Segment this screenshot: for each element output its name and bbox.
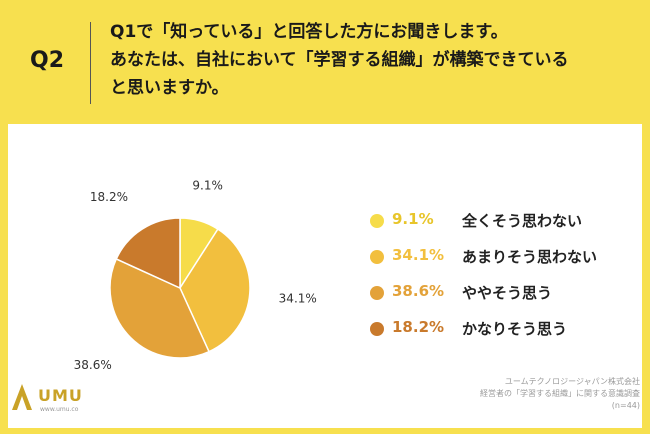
- legend-dot: [370, 250, 384, 264]
- slice-data-label: 34.1%: [279, 292, 317, 306]
- legend-percent: 9.1%: [392, 210, 434, 228]
- logo-mark-icon: [12, 384, 32, 410]
- legend-label: 全くそう思わない: [462, 212, 583, 230]
- source-note: ユームテクノロジージャパン株式会社 経営者の「学習する組織」に関する意識調査 (…: [380, 376, 640, 412]
- question-text: Q1で「知っている」と回答した方にお聞きします。 あなたは、自社において「学習す…: [110, 18, 640, 102]
- question-line-3: と思いますか。: [110, 78, 229, 98]
- legend-percent: 34.1%: [392, 246, 445, 264]
- question-number: Q2: [30, 48, 65, 73]
- legend: 9.1% 全くそう思わない 34.1% あまりそう思わない 38.6% ややそう…: [370, 208, 630, 352]
- legend-dot: [370, 286, 384, 300]
- header-divider: [90, 22, 91, 104]
- legend-percent: 38.6%: [392, 282, 445, 300]
- umu-logo: UMU www.umu.co: [8, 380, 88, 420]
- slice-data-label: 18.2%: [90, 190, 128, 204]
- question-line-1: Q1で「知っている」と回答した方にお聞きします。: [110, 22, 508, 42]
- slice-data-label: 9.1%: [192, 178, 223, 192]
- legend-label: あまりそう思わない: [462, 248, 598, 266]
- pie-slice: [179, 228, 251, 353]
- source-line-2: 経営者の「学習する組織」に関する意識調査: [480, 389, 640, 398]
- legend-item: 38.6% ややそう思う: [370, 280, 630, 316]
- legend-item: 34.1% あまりそう思わない: [370, 244, 630, 280]
- source-line-3: (n=44): [611, 401, 640, 410]
- question-line-2: あなたは、自社において「学習する組織」が構築できている: [110, 50, 569, 70]
- legend-label: ややそう思う: [462, 284, 553, 302]
- pie-slice: [109, 258, 210, 359]
- pie-slice: [115, 217, 181, 290]
- legend-item: 9.1% 全くそう思わない: [370, 208, 630, 244]
- legend-item: 18.2% かなりそう思う: [370, 316, 630, 352]
- chart-card: 9.1% 34.1% 38.6% 18.2% 9.1% 全くそう思わない 34.1% …: [8, 124, 642, 428]
- legend-percent: 18.2%: [392, 318, 445, 336]
- slice-data-label: 38.6%: [74, 358, 112, 372]
- legend-dot: [370, 214, 384, 228]
- pie-chart: 9.1% 34.1% 38.6% 18.2%: [74, 178, 317, 372]
- legend-dot: [370, 322, 384, 336]
- legend-label: かなりそう思う: [462, 320, 568, 338]
- header: Q2 Q1で「知っている」と回答した方にお聞きします。 あなたは、自社において「…: [0, 0, 650, 122]
- logo-url: www.umu.co: [40, 406, 79, 413]
- logo-text: UMU: [38, 386, 83, 405]
- source-line-1: ユームテクノロジージャパン株式会社: [504, 377, 640, 386]
